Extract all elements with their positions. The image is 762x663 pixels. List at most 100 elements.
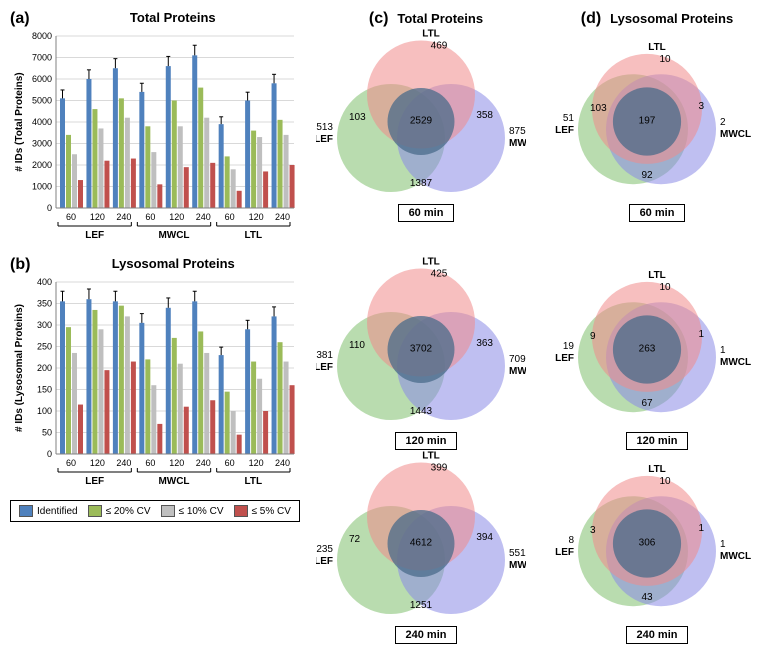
- svg-text:10: 10: [659, 282, 671, 293]
- svg-text:400: 400: [37, 277, 52, 287]
- svg-text:LEF: LEF: [85, 476, 104, 487]
- svg-text:MWCL: MWCL: [720, 129, 751, 140]
- svg-text:51: 51: [563, 113, 575, 124]
- svg-text:LTL: LTL: [648, 42, 666, 53]
- panel-c-label: (c): [369, 10, 389, 27]
- svg-text:92: 92: [641, 170, 653, 181]
- venn-c-120: LTLLEFMWCL42511036338137027091443: [316, 256, 526, 431]
- svg-text:1: 1: [720, 345, 726, 356]
- panel-b-label: (b): [10, 256, 30, 274]
- svg-text:363: 363: [476, 338, 493, 349]
- legend-cv10: ≤ 10% CV: [179, 506, 224, 517]
- panel-a-label: (a): [10, 10, 30, 28]
- svg-text:3702: 3702: [410, 344, 433, 355]
- legend-identified: Identified: [37, 506, 78, 517]
- svg-text:5000: 5000: [32, 96, 52, 106]
- svg-text:LEF: LEF: [555, 125, 574, 136]
- svg-text:381: 381: [316, 350, 333, 361]
- venn-d-240: LTLLEFMWCL10318306143: [542, 450, 752, 625]
- svg-text:358: 358: [476, 110, 493, 121]
- svg-text:67: 67: [641, 398, 653, 409]
- svg-text:LTL: LTL: [422, 29, 440, 40]
- svg-text:MWCL: MWCL: [720, 357, 751, 368]
- svg-text:120: 120: [169, 212, 184, 222]
- svg-text:10: 10: [659, 476, 671, 487]
- svg-text:1387: 1387: [410, 178, 433, 189]
- svg-text:60: 60: [66, 458, 76, 468]
- time-label-d-240: 240 min: [626, 626, 689, 644]
- svg-text:LTL: LTL: [245, 230, 263, 241]
- svg-text:LEF: LEF: [316, 556, 333, 567]
- panel-d-rest: LTLLEFMWCL109119263167 120 min LTLLEFMWC…: [542, 256, 762, 644]
- svg-text:250: 250: [37, 342, 52, 352]
- svg-text:2000: 2000: [32, 160, 52, 170]
- svg-text:2: 2: [720, 117, 726, 128]
- svg-text:LTL: LTL: [422, 257, 440, 268]
- legend-cv5: ≤ 5% CV: [252, 506, 291, 517]
- time-label-d-60: 60 min: [629, 204, 686, 222]
- panel-c-title: Total Proteins: [397, 11, 483, 26]
- svg-text:425: 425: [431, 269, 448, 280]
- svg-text:LTL: LTL: [648, 464, 666, 475]
- svg-text:MWCL: MWCL: [509, 138, 526, 149]
- svg-text:103: 103: [349, 112, 366, 123]
- svg-text:7000: 7000: [32, 53, 52, 63]
- svg-text:LTL: LTL: [422, 451, 440, 462]
- svg-text:MWCL: MWCL: [158, 476, 189, 487]
- svg-text:235: 235: [316, 544, 333, 555]
- venn-c-60: LTLLEFMWCL46910335851325298751387: [316, 28, 526, 203]
- bar-chart-lysosomal: 050100150200250300350400# IDs (Lysosomal…: [10, 274, 300, 494]
- svg-text:# IDs (Lysosomal Proteins): # IDs (Lysosomal Proteins): [14, 304, 25, 432]
- venn-c-240: LTLLEFMWCL3997239423546125511251: [316, 450, 526, 625]
- svg-text:LEF: LEF: [85, 230, 104, 241]
- svg-text:240: 240: [196, 212, 211, 222]
- svg-text:0: 0: [47, 449, 52, 459]
- svg-text:551: 551: [509, 548, 526, 559]
- svg-text:LTL: LTL: [245, 476, 263, 487]
- svg-text:100: 100: [37, 406, 52, 416]
- svg-text:LEF: LEF: [555, 547, 574, 558]
- svg-text:LEF: LEF: [316, 362, 333, 373]
- svg-text:240: 240: [196, 458, 211, 468]
- svg-text:9: 9: [590, 331, 596, 342]
- svg-text:350: 350: [37, 299, 52, 309]
- svg-text:2529: 2529: [410, 116, 433, 127]
- svg-text:0: 0: [47, 203, 52, 213]
- svg-text:1: 1: [698, 329, 704, 340]
- svg-text:120: 120: [169, 458, 184, 468]
- svg-text:MWCL: MWCL: [509, 560, 526, 571]
- svg-text:3000: 3000: [32, 139, 52, 149]
- svg-text:MWCL: MWCL: [720, 551, 751, 562]
- time-label-c-120: 120 min: [395, 432, 458, 450]
- svg-text:1000: 1000: [32, 182, 52, 192]
- svg-text:LTL: LTL: [648, 270, 666, 281]
- svg-text:1251: 1251: [410, 600, 433, 611]
- svg-text:197: 197: [639, 116, 656, 127]
- panel-d: (d) Lysosomal Proteins LTLLEFMWCL1010335…: [542, 10, 762, 248]
- svg-text:263: 263: [639, 344, 656, 355]
- svg-text:200: 200: [37, 363, 52, 373]
- panel-c: (c) Total Proteins LTLLEFMWCL46910335851…: [316, 10, 536, 248]
- svg-text:110: 110: [349, 340, 365, 351]
- svg-text:240: 240: [275, 212, 290, 222]
- svg-text:3: 3: [698, 101, 704, 112]
- svg-text:60: 60: [225, 212, 235, 222]
- svg-text:394: 394: [476, 532, 493, 543]
- svg-text:8: 8: [568, 535, 574, 546]
- svg-text:4000: 4000: [32, 117, 52, 127]
- svg-text:10: 10: [659, 54, 671, 65]
- panel-d-label: (d): [581, 10, 601, 27]
- svg-text:1: 1: [698, 523, 704, 534]
- svg-text:19: 19: [563, 341, 575, 352]
- svg-text:MWCL: MWCL: [509, 366, 526, 377]
- time-label-d-120: 120 min: [626, 432, 689, 450]
- svg-text:6000: 6000: [32, 74, 52, 84]
- svg-text:# IDs (Total Proteins): # IDs (Total Proteins): [14, 72, 25, 171]
- svg-text:1: 1: [720, 539, 726, 550]
- figure: (a) Total Proteins 010002000300040005000…: [10, 10, 752, 644]
- svg-text:240: 240: [275, 458, 290, 468]
- svg-text:240: 240: [116, 458, 131, 468]
- svg-text:120: 120: [90, 458, 105, 468]
- svg-text:1443: 1443: [410, 406, 433, 417]
- svg-text:513: 513: [316, 122, 333, 133]
